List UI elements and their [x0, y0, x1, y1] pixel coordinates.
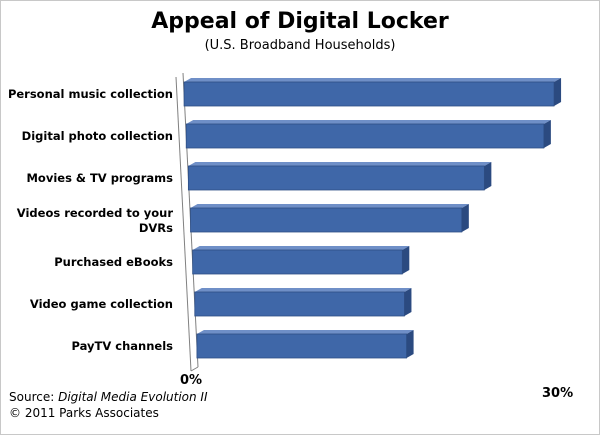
bar-end-face: [461, 204, 469, 232]
bar-end-face: [543, 120, 551, 148]
bar-2: [185, 120, 551, 149]
bar-top-face: [192, 246, 410, 250]
chart-title: Appeal of Digital Locker: [151, 9, 449, 34]
category-label: Personal music collection: [8, 87, 173, 101]
bar-7: [196, 330, 414, 359]
bar-front-face: [183, 81, 555, 107]
bar-front-face: [185, 123, 545, 149]
category-label: Digital photo collection: [22, 129, 173, 143]
bar-end-face: [484, 162, 492, 190]
axis-corner-line: [190, 366, 199, 372]
bar-front-face: [196, 333, 407, 359]
x-tick-label: 30%: [542, 386, 573, 401]
category-label: Purchased eBooks: [54, 255, 173, 269]
bar-end-face: [554, 78, 562, 106]
bar-1: [183, 78, 562, 107]
bar-end-face: [402, 246, 410, 274]
copyright-note: © 2011 Parks Associates: [9, 406, 159, 420]
chart-subtitle: (U.S. Broadband Households): [204, 38, 396, 53]
bar-4: [190, 204, 469, 233]
bar-3: [187, 162, 492, 191]
bar-top-face: [194, 288, 412, 292]
category-label: Video game collection: [30, 297, 173, 311]
source-prefix: Source:: [9, 390, 59, 404]
category-label: Videos recorded to your DVRs: [17, 206, 174, 235]
bar-6: [194, 288, 412, 317]
category-label-line: Videos recorded to your: [17, 206, 174, 220]
bar-front-face: [190, 207, 463, 233]
bar-front-face: [194, 291, 405, 317]
category-label-line: DVRs: [139, 221, 173, 235]
bar-front-face: [192, 249, 403, 275]
bar-top-face: [190, 204, 469, 208]
bar-top-face: [184, 78, 562, 82]
bar-top-face: [186, 120, 551, 124]
bar-top-face: [188, 162, 492, 166]
bar-front-face: [187, 165, 485, 191]
source-note: Source: Digital Media Evolution II: [9, 390, 208, 404]
bar-5: [192, 246, 410, 275]
bar-end-face: [404, 288, 412, 316]
bar-top-face: [196, 330, 414, 334]
category-label: PayTV channels: [72, 339, 174, 353]
bar-end-face: [406, 330, 414, 358]
x-tick-label: 0%: [180, 373, 202, 388]
source-name: Digital Media Evolution II: [58, 390, 208, 404]
y-axis-front-line: [175, 76, 192, 372]
category-label: Movies & TV programs: [26, 171, 173, 185]
